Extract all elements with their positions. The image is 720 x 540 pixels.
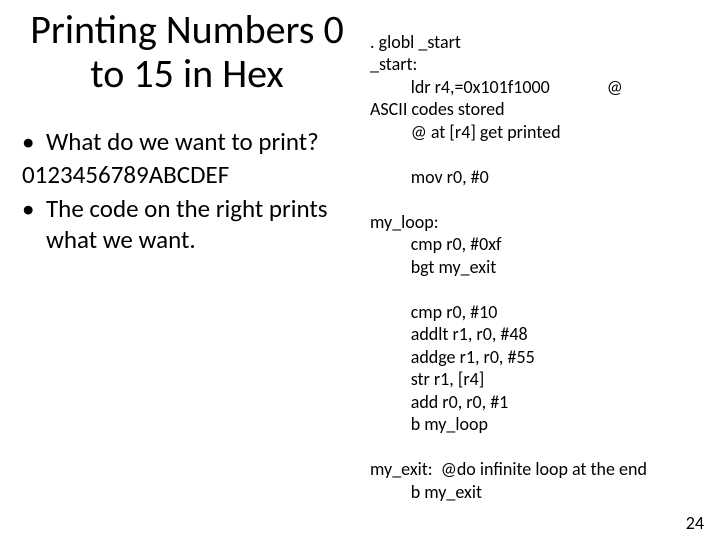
code-line: add r0, r0, #1 <box>370 391 508 413</box>
slide-title: Printing Numbers 0 to 15 in Hex <box>14 8 360 96</box>
code-line <box>370 278 374 300</box>
page-number: 24 <box>686 512 704 534</box>
code-line <box>370 143 374 165</box>
bullet-mark: • <box>22 193 46 224</box>
bullet-item: • The code on the right prints what we w… <box>22 193 360 256</box>
bullet-list: • What do we want to print? 0123456789AB… <box>14 126 360 255</box>
code-line: addge r1, r0, #55 <box>370 346 535 368</box>
code-line: mov r0, #0 <box>370 166 489 188</box>
bullet-item: • What do we want to print? <box>22 126 360 157</box>
code-line: bgt my_exit <box>370 256 496 278</box>
left-column: Printing Numbers 0 to 15 in Hex • What d… <box>0 0 370 540</box>
code-line: addlt r1, r0, #48 <box>370 323 528 345</box>
code-line: cmp r0, #10 <box>370 301 497 323</box>
code-line <box>370 188 374 210</box>
code-line: my_loop: <box>370 211 439 233</box>
code-line: . globl _start <box>370 31 461 53</box>
code-line: my_exit: @do infinite loop at the end <box>370 458 647 480</box>
code-line: ldr r4,=0x101f1000 @ <box>370 76 623 98</box>
code-line: @ at [r4] get printed <box>370 121 561 143</box>
code-line: cmp r0, #0xf <box>370 233 502 255</box>
right-column: . globl _start _start: ldr r4,=0x101f100… <box>370 0 720 540</box>
code-block: . globl _start _start: ldr r4,=0x101f100… <box>370 8 700 526</box>
code-line: b my_exit <box>370 481 482 503</box>
slide: Printing Numbers 0 to 15 in Hex • What d… <box>0 0 720 540</box>
plain-text: 0123456789ABCDEF <box>22 159 360 190</box>
code-line: _start: <box>370 53 417 75</box>
bullet-text: What do we want to print? <box>46 126 360 157</box>
code-line: b my_loop <box>370 413 488 435</box>
code-line: str r1, [r4] <box>370 368 484 390</box>
code-line: ASCII codes stored <box>370 98 505 120</box>
bullet-text: The code on the right prints what we wan… <box>46 193 360 256</box>
plain-line: 0123456789ABCDEF <box>22 159 360 190</box>
code-line <box>370 436 374 458</box>
bullet-mark: • <box>22 126 46 157</box>
